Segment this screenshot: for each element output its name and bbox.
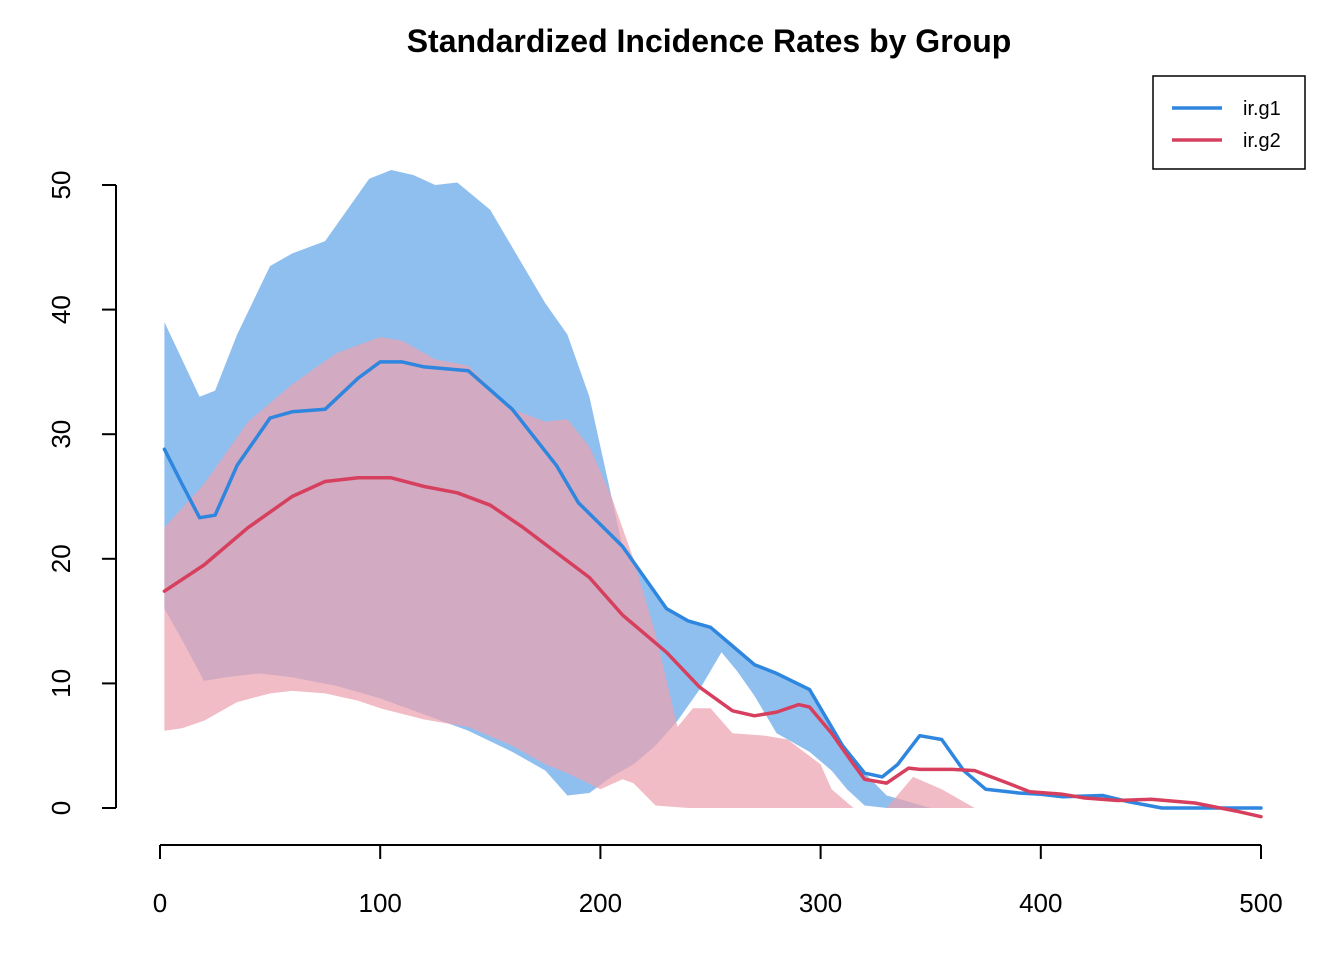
x-tick-label: 200 xyxy=(579,888,622,918)
series-line-ir-g2 xyxy=(162,476,1263,819)
x-tick-label: 300 xyxy=(799,888,842,918)
x-axis: 0 100 200 300 400 500 xyxy=(153,844,1283,918)
series-line-ir-g1 xyxy=(162,360,1263,810)
bands-layer xyxy=(164,170,1261,808)
x-tick-label: 500 xyxy=(1239,888,1282,918)
y-tick-label: 40 xyxy=(46,295,76,324)
y-tick-label: 10 xyxy=(46,669,76,698)
x-tick-label: 400 xyxy=(1019,888,1062,918)
lines-layer xyxy=(162,360,1263,819)
y-tick-label: 30 xyxy=(46,420,76,449)
x-tick-label: 0 xyxy=(153,888,167,918)
y-tick-label: 0 xyxy=(46,801,76,815)
band-ir-g2 xyxy=(164,337,1261,808)
legend: ir.g1 ir.g2 xyxy=(1152,75,1306,170)
legend-box xyxy=(1152,75,1306,170)
y-tick-label: 50 xyxy=(46,171,76,200)
legend-label-ir-g2: ir.g2 xyxy=(1243,130,1281,152)
chart-title: Standardized Incidence Rates by Group xyxy=(407,23,1012,59)
legend-label-ir-g1: ir.g1 xyxy=(1243,98,1281,120)
y-tick-label: 20 xyxy=(46,544,76,573)
x-tick-label: 100 xyxy=(359,888,402,918)
y-axis: 0 10 20 30 40 50 xyxy=(46,171,117,815)
